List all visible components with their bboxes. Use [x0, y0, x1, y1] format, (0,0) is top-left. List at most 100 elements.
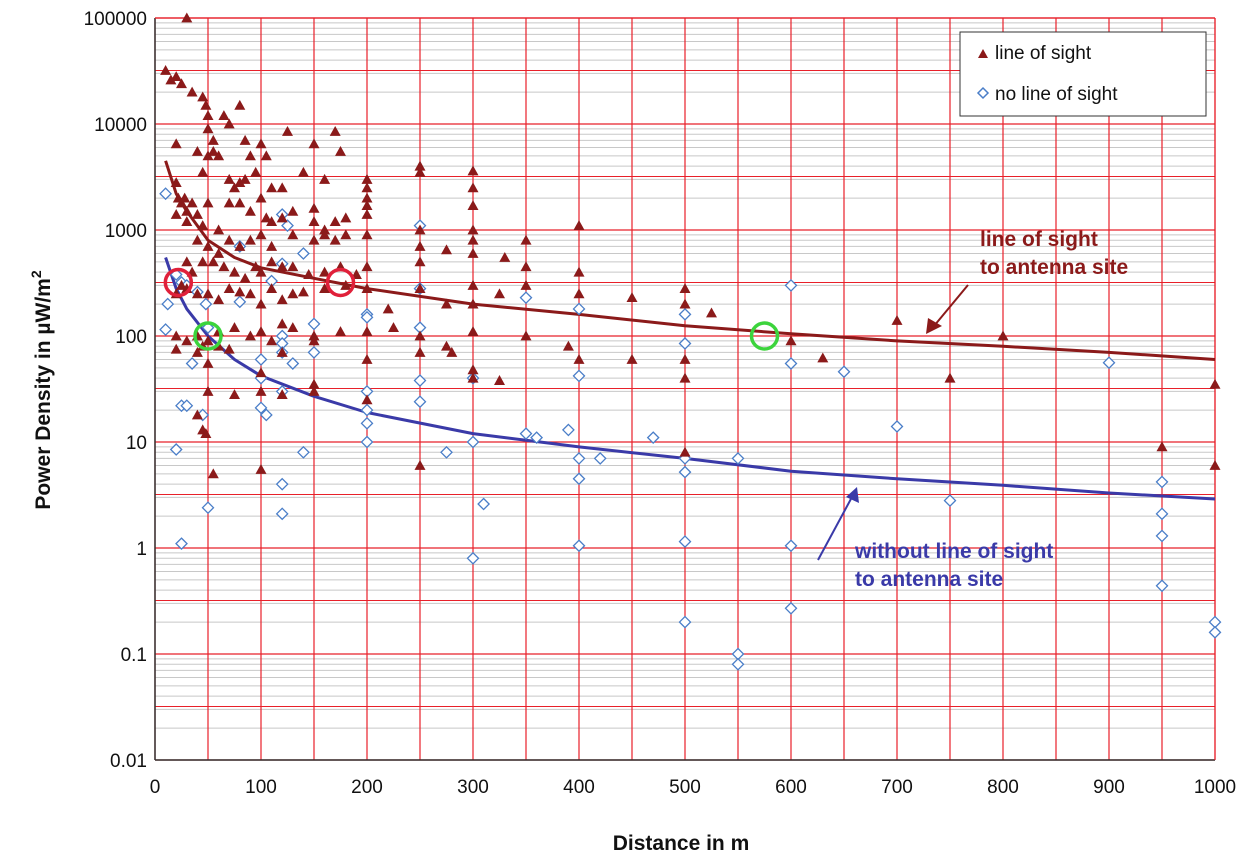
los-point [319, 173, 331, 184]
nlos-point [572, 369, 586, 383]
los-point [202, 335, 214, 346]
nlos-point [199, 297, 213, 311]
los-point [170, 177, 182, 188]
los-point [287, 261, 299, 272]
los-point [213, 150, 225, 161]
los-point [250, 261, 262, 272]
los-point [319, 283, 331, 294]
nlos-point [1208, 615, 1222, 629]
los-point [197, 220, 209, 231]
nlos-point [259, 408, 273, 422]
los-point [297, 286, 309, 297]
los-point [197, 166, 209, 177]
y-tick-label: 1 [136, 539, 147, 560]
los-point [467, 224, 479, 235]
nlos-point [413, 395, 427, 409]
los-point [1209, 378, 1221, 389]
los-point [186, 86, 198, 97]
los-point [223, 283, 235, 294]
los-point [361, 261, 373, 272]
los-point [467, 364, 479, 375]
nlos-point [175, 537, 188, 551]
y-tick-label: 0.01 [110, 751, 147, 772]
los-point [229, 322, 240, 333]
nlos-point [561, 423, 575, 437]
nlos-point [572, 302, 586, 316]
los-point [197, 91, 209, 102]
nlos-point [307, 346, 321, 359]
los-point [160, 64, 172, 75]
nlos-point [307, 317, 321, 331]
nlos-point [572, 539, 586, 553]
los-point [202, 150, 214, 161]
y-tick-label: 10 [126, 433, 147, 454]
los-point [329, 216, 341, 227]
x-axis-title: Distance in m [613, 832, 750, 855]
nlos-point [678, 337, 692, 350]
nlos-point [1155, 507, 1169, 521]
los-point [308, 138, 320, 149]
los-point [361, 173, 373, 184]
nlos-point [466, 435, 480, 449]
los-point [679, 354, 691, 364]
legend-triangle-icon [978, 49, 988, 58]
x-tick-label: 800 [987, 777, 1019, 798]
los-point [467, 298, 479, 309]
legend-box [959, 31, 1207, 117]
nlos-point [530, 431, 544, 445]
los-point [340, 212, 352, 223]
los-point [191, 288, 203, 299]
nlos-point [519, 291, 533, 305]
annotation-nlos-line1: without line of sight [854, 540, 1053, 563]
los-point [260, 150, 272, 161]
los-point [266, 182, 278, 193]
los-point [244, 150, 256, 161]
los-point [191, 146, 203, 156]
los-point [467, 372, 479, 383]
los-point [520, 234, 532, 245]
nlos-point [466, 551, 480, 565]
los-point [181, 335, 193, 346]
los-point [234, 286, 246, 297]
los-point [361, 192, 373, 203]
los-point [223, 173, 235, 184]
los-point [239, 272, 251, 283]
los-point [520, 261, 532, 272]
nlos-point [1102, 356, 1116, 370]
nlos-point [360, 435, 374, 449]
los-point [308, 216, 320, 227]
x-tick-label: 100 [245, 777, 277, 798]
los-point [170, 330, 182, 341]
los-point [997, 330, 1009, 341]
los-point [202, 197, 214, 208]
los-point [234, 240, 246, 251]
nlos-point [1155, 529, 1169, 543]
los-point [361, 209, 373, 219]
los-point [186, 197, 198, 208]
los-point [308, 378, 320, 389]
nlos-point [731, 657, 745, 671]
nlos-point [678, 465, 692, 479]
highlight-circles [163, 267, 780, 351]
los-point [361, 354, 373, 364]
los-point [200, 99, 212, 110]
los-point [276, 318, 288, 329]
nlos-point [678, 535, 692, 548]
los-point [179, 192, 191, 203]
los-point [276, 294, 288, 305]
los-point [255, 229, 267, 240]
los-point [679, 298, 691, 309]
nlos-point [890, 420, 904, 433]
los-point [467, 279, 479, 290]
los-point [287, 229, 299, 240]
nlos-point [413, 374, 427, 387]
nlos-point [678, 615, 692, 629]
los-point [266, 256, 278, 267]
legend-label-nlos: no line of sight [995, 84, 1118, 105]
los-point [244, 330, 256, 341]
los-point [785, 335, 797, 346]
los-point [679, 372, 691, 383]
nlos-point [572, 452, 586, 465]
los-point [213, 224, 225, 235]
nlos-point [646, 431, 660, 445]
